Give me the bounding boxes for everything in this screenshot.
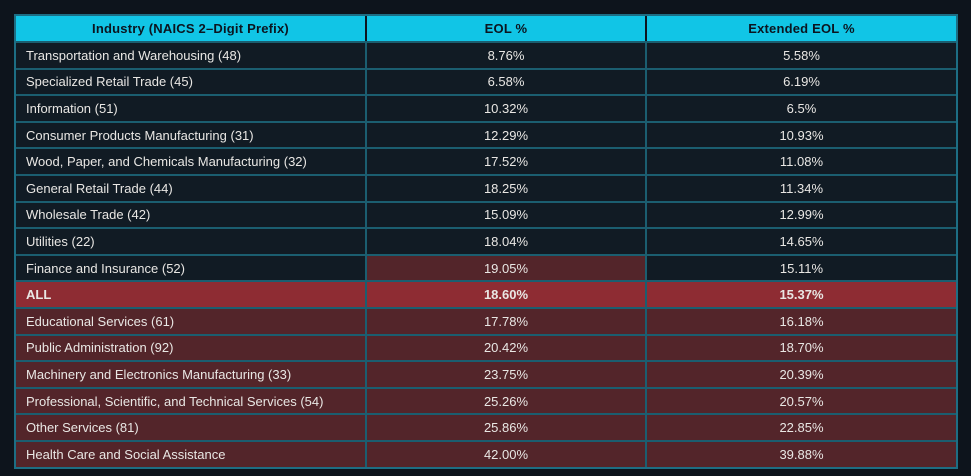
eol-cell: 12.29%: [365, 120, 645, 148]
extended-eol-cell: 14.65%: [645, 227, 956, 254]
table-row: General Retail Trade (44) 18.25% 11.34%: [16, 173, 956, 201]
extended-eol-cell: 39.88%: [645, 439, 956, 467]
eol-cell: 25.26%: [365, 386, 645, 414]
eol-cell: 18.25%: [365, 173, 645, 201]
industry-cell: Machinery and Electronics Manufacturing …: [16, 360, 365, 387]
table-row: Wholesale Trade (42) 15.09% 12.99%: [16, 200, 956, 228]
extended-eol-cell: 18.70%: [645, 333, 956, 361]
industry-cell: Consumer Products Manufacturing (31): [16, 120, 365, 148]
eol-cell: 23.75%: [365, 360, 645, 387]
eol-cell: 19.05%: [365, 253, 645, 281]
industry-cell: Wholesale Trade (42): [16, 200, 365, 228]
table-body: Transportation and Warehousing (48) 8.76%…: [16, 41, 956, 467]
col-header-industry: Industry (NAICS 2–Digit Prefix): [16, 16, 365, 41]
extended-eol-cell: 12.99%: [645, 200, 956, 228]
table-row: Educational Services (61) 17.78% 16.18%: [16, 306, 956, 334]
table-row: Utilities (22) 18.04% 14.65%: [16, 227, 956, 254]
industry-cell: Educational Services (61): [16, 306, 365, 334]
table-row: Finance and Insurance (52) 19.05% 15.11%: [16, 253, 956, 281]
eol-cell: 15.09%: [365, 200, 645, 228]
table-row: Public Administration (92) 20.42% 18.70%: [16, 333, 956, 361]
eol-cell: 18.04%: [365, 227, 645, 254]
extended-eol-cell: 16.18%: [645, 306, 956, 334]
industry-cell: Professional, Scientific, and Technical …: [16, 386, 365, 414]
eol-cell: 6.58%: [365, 67, 645, 95]
table-row: ALL 18.60% 15.37%: [16, 280, 956, 307]
header-row: Industry (NAICS 2–Digit Prefix) EOL % Ex…: [16, 16, 956, 41]
table-row: Machinery and Electronics Manufacturing …: [16, 360, 956, 387]
eol-cell: 25.86%: [365, 413, 645, 440]
industry-cell: Transportation and Warehousing (48): [16, 41, 365, 68]
industry-cell: Health Care and Social Assistance: [16, 439, 365, 467]
eol-cell: 18.60%: [365, 280, 645, 307]
table-row: Specialized Retail Trade (45) 6.58% 6.19%: [16, 67, 956, 95]
industry-cell: Finance and Insurance (52): [16, 253, 365, 281]
extended-eol-cell: 10.93%: [645, 120, 956, 148]
extended-eol-cell: 15.37%: [645, 280, 956, 307]
table-row: Wood, Paper, and Chemicals Manufacturing…: [16, 147, 956, 174]
extended-eol-cell: 6.19%: [645, 67, 956, 95]
eol-cell: 8.76%: [365, 41, 645, 68]
extended-eol-cell: 20.39%: [645, 360, 956, 387]
eol-cell: 10.32%: [365, 94, 645, 121]
industry-cell: Specialized Retail Trade (45): [16, 67, 365, 95]
industry-cell: ALL: [16, 280, 365, 307]
extended-eol-cell: 22.85%: [645, 413, 956, 440]
col-header-eol: EOL %: [365, 16, 645, 41]
table-row: Transportation and Warehousing (48) 8.76%…: [16, 41, 956, 68]
extended-eol-cell: 5.58%: [645, 41, 956, 68]
extended-eol-cell: 11.08%: [645, 147, 956, 174]
table-row: Consumer Products Manufacturing (31) 12.2…: [16, 120, 956, 148]
eol-cell: 20.42%: [365, 333, 645, 361]
eol-cell: 42.00%: [365, 439, 645, 467]
industry-cell: Utilities (22): [16, 227, 365, 254]
col-header-extended-eol: Extended EOL %: [645, 16, 956, 41]
eol-by-industry-table: Industry (NAICS 2–Digit Prefix) EOL % Ex…: [14, 14, 958, 469]
extended-eol-cell: 11.34%: [645, 173, 956, 201]
extended-eol-cell: 15.11%: [645, 253, 956, 281]
extended-eol-cell: 20.57%: [645, 386, 956, 414]
extended-eol-cell: 6.5%: [645, 94, 956, 121]
industry-cell: Public Administration (92): [16, 333, 365, 361]
table-row: Information (51) 10.32% 6.5%: [16, 94, 956, 121]
eol-cell: 17.52%: [365, 147, 645, 174]
table-row: Health Care and Social Assistance 42.00% 3…: [16, 439, 956, 467]
industry-cell: Information (51): [16, 94, 365, 121]
industry-cell: General Retail Trade (44): [16, 173, 365, 201]
table-row: Professional, Scientific, and Technical …: [16, 386, 956, 414]
industry-cell: Other Services (81): [16, 413, 365, 440]
eol-cell: 17.78%: [365, 306, 645, 334]
industry-cell: Wood, Paper, and Chemicals Manufacturing…: [16, 147, 365, 174]
table-row: Other Services (81) 25.86% 22.85%: [16, 413, 956, 440]
